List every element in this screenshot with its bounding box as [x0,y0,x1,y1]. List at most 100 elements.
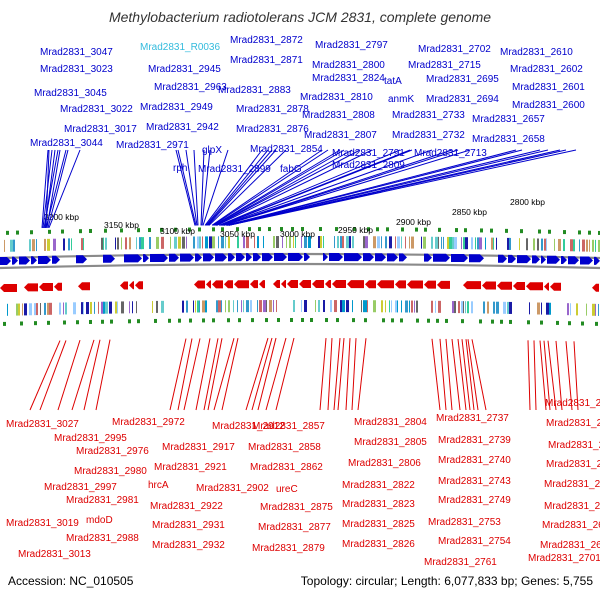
bottom-gene-label: Mrad2831_2879 [252,543,325,554]
bottom-connector-line [471,339,487,411]
forward-feature-track [4,236,600,252]
reverse-gene-arrow [273,280,280,289]
reverse-marker [400,318,403,323]
bottom-gene-label: Mrad2831_2988 [66,533,139,544]
forward-feature-bar [558,238,561,251]
forward-feature-bar [449,236,452,249]
kbp-scale-label: 3150 kbp [104,220,139,230]
bottom-gene-label: Mrad2831_2806 [348,458,421,469]
forward-marker [148,228,151,233]
reverse-feature-bar [241,300,242,313]
bottom-connector-line [275,337,295,411]
reverse-feature-bar [269,300,272,313]
forward-feature-bar [199,236,201,249]
reverse-gene-arrow [332,280,346,289]
forward-feature-bar [276,236,279,249]
reverse-marker [277,318,280,323]
reverse-marker [189,318,192,323]
top-connector-line [42,149,53,228]
reverse-feature-bar [537,302,540,315]
top-connector-line [185,149,198,226]
reverse-feature-bar [197,300,199,313]
forward-feature-bar [320,236,322,249]
forward-gene-arrow [469,254,484,263]
bottom-connector-line [183,338,201,411]
reverse-marker [47,320,50,325]
forward-gene-arrow [323,253,328,262]
top-gene-labels: Mrad2831_3047 Mrad2831_R0036 Mrad2831_2872… [30,35,585,175]
forward-feature-bar [443,236,444,249]
bottom-gene-label: Mrad2831_2686 [544,479,600,490]
forward-feature-bar [537,238,539,251]
reverse-feature-bar [105,301,108,314]
forward-gene-arrow [424,253,432,262]
forward-marker [120,228,123,233]
bottom-connector-line [83,339,101,411]
top-gene-label: Mrad2831_2949 [140,102,213,113]
top-gene-label: Mrad2831_R0036 [140,42,220,53]
bottom-gene-label: hrcA [148,480,169,491]
forward-feature-bar [246,236,249,249]
forward-feature-bar [385,236,387,249]
reverse-gene-arrow [325,280,331,289]
top-gene-label: Mrad2831_3045 [34,88,107,99]
reverse-marker [568,321,571,326]
reverse-feature-bar [304,300,307,313]
forward-feature-bar [218,236,219,249]
forward-feature-bar [563,239,565,252]
bottom-gene-label: Mrad2831_2671 [545,398,600,409]
top-gene-label: Mrad2831_3022 [60,104,133,115]
top-connector-line [220,149,413,226]
reverse-marker [202,318,205,323]
summary-text: Topology: circular; Length: 6,077,833 bp… [301,574,594,588]
reverse-feature-bar [395,300,397,313]
reverse-feature-bar [389,300,390,313]
forward-gene-arrow [451,254,468,263]
forward-marker [548,229,551,234]
forward-feature-bar [293,236,294,249]
reverse-feature-bar [330,300,332,313]
forward-marker [301,227,304,232]
bottom-connector-line [327,338,333,411]
reverse-feature-bar [301,300,302,313]
reverse-feature-bar [381,300,383,313]
forward-feature-bar [465,237,468,250]
reverse-gene-arrow [212,280,223,289]
reverse-feature-bar [414,300,415,313]
reverse-gene-arrow [287,280,298,289]
top-connector-line [201,149,211,226]
forward-gene-arrow [38,256,51,265]
forward-feature-bar [163,236,164,249]
bottom-connector-line [257,337,277,411]
top-connector-line [47,149,69,228]
forward-feature-bar [586,239,588,252]
top-connector-line [200,149,205,226]
reverse-feature-bar [503,301,506,314]
bottom-connector-line [207,338,223,411]
forward-feature-bar [136,237,137,250]
top-gene-label: Mrad2831_2657 [472,114,545,125]
reverse-gene-arrow [347,280,364,289]
genome-backbone [0,252,600,270]
reverse-feature-bar [391,300,392,313]
bottom-connector-line [539,340,547,411]
reverse-marker [310,318,313,323]
reverse-feature-bar [487,301,489,314]
forward-feature-bar [243,236,245,249]
reverse-feature-bar [63,302,64,315]
top-gene-label: Mrad2831_2610 [500,47,573,58]
forward-feature-bar [381,236,382,249]
reverse-marker [89,319,92,324]
top-connector-line [204,149,263,226]
reverse-gene-arrow [312,280,324,289]
bottom-gene-label: Mrad2831_2997 [44,482,117,493]
forward-gene-arrow [228,253,235,262]
forward-gene-arrow [344,253,362,262]
bottom-gene-label: Mrad2831_2804 [354,417,427,428]
reverse-strand-track [0,280,599,292]
reverse-feature-bar [205,300,207,313]
top-gene-label: Mrad2831_2963 [154,82,227,93]
top-connector-line [223,149,459,226]
bottom-gene-label: ureC [276,484,298,495]
bottom-gene-label: Mrad2831_2740 [438,455,511,466]
